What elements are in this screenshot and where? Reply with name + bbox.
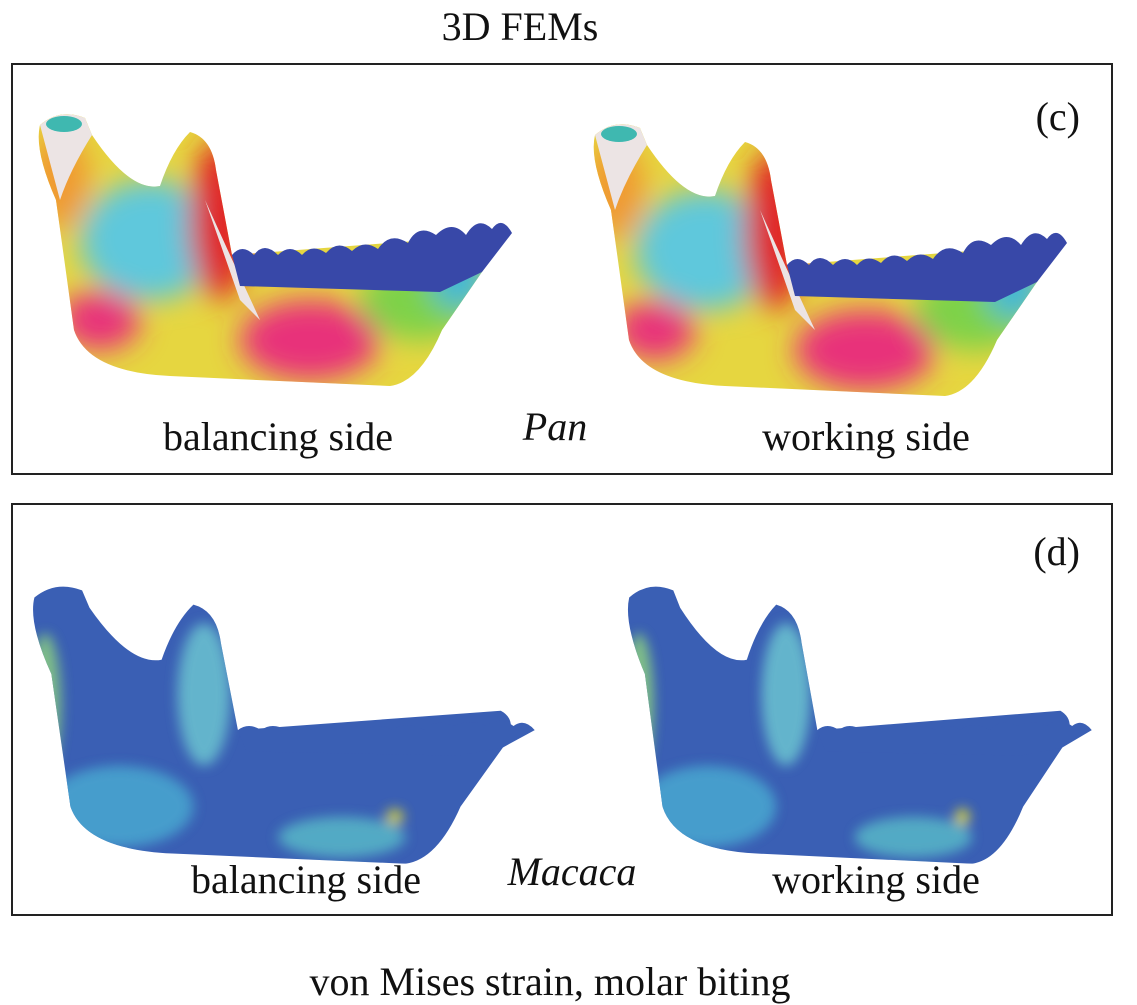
mandible-model <box>0 90 520 410</box>
mandible-model <box>0 562 543 888</box>
side-label: balancing side <box>163 414 393 459</box>
mandible-model <box>590 562 1100 888</box>
genus-label: Macaca <box>507 849 637 894</box>
side-label: working side <box>762 414 970 459</box>
panel-label: (c) <box>1036 94 1080 139</box>
panel-frame <box>11 503 1113 916</box>
side-label: balancing side <box>191 857 421 902</box>
panel-frame <box>11 63 1113 475</box>
genus-label: Pan <box>522 404 587 449</box>
figure-title: 3D FEMs <box>442 4 599 49</box>
mandible-model <box>555 100 1075 420</box>
side-label: working side <box>772 857 980 902</box>
figure-caption: von Mises strain, molar biting <box>309 959 790 1004</box>
panel-label: (d) <box>1033 529 1080 574</box>
